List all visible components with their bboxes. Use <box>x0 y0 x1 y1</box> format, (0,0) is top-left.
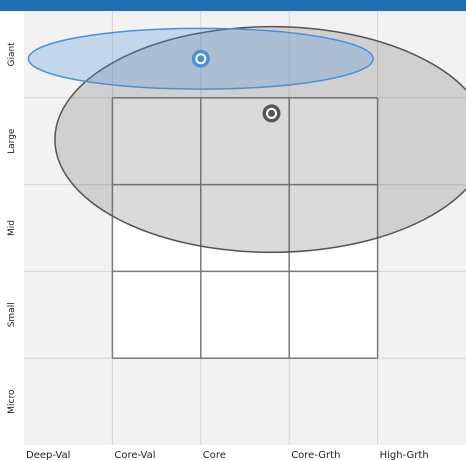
x-tick-label: Core <box>203 450 226 460</box>
y-tick-label: Small <box>7 302 17 327</box>
series-0-point-core <box>197 55 205 63</box>
x-tick-label: Core-Val <box>114 450 155 460</box>
series-1-range-ellipse <box>54 25 466 254</box>
x-tick-label: High-Grth <box>380 450 429 460</box>
y-tick-label: Large <box>7 128 17 154</box>
x-tick-label: Deep-Val <box>26 450 70 460</box>
top-accent-bar <box>0 0 466 11</box>
series-1-point-core <box>268 109 276 117</box>
x-tick-label: Core-Grth <box>291 450 340 460</box>
y-tick-label: Mid <box>7 220 17 236</box>
y-tick-label: Giant <box>7 42 17 67</box>
y-tick-label: Micro <box>7 389 17 414</box>
style-box-background <box>112 97 378 359</box>
